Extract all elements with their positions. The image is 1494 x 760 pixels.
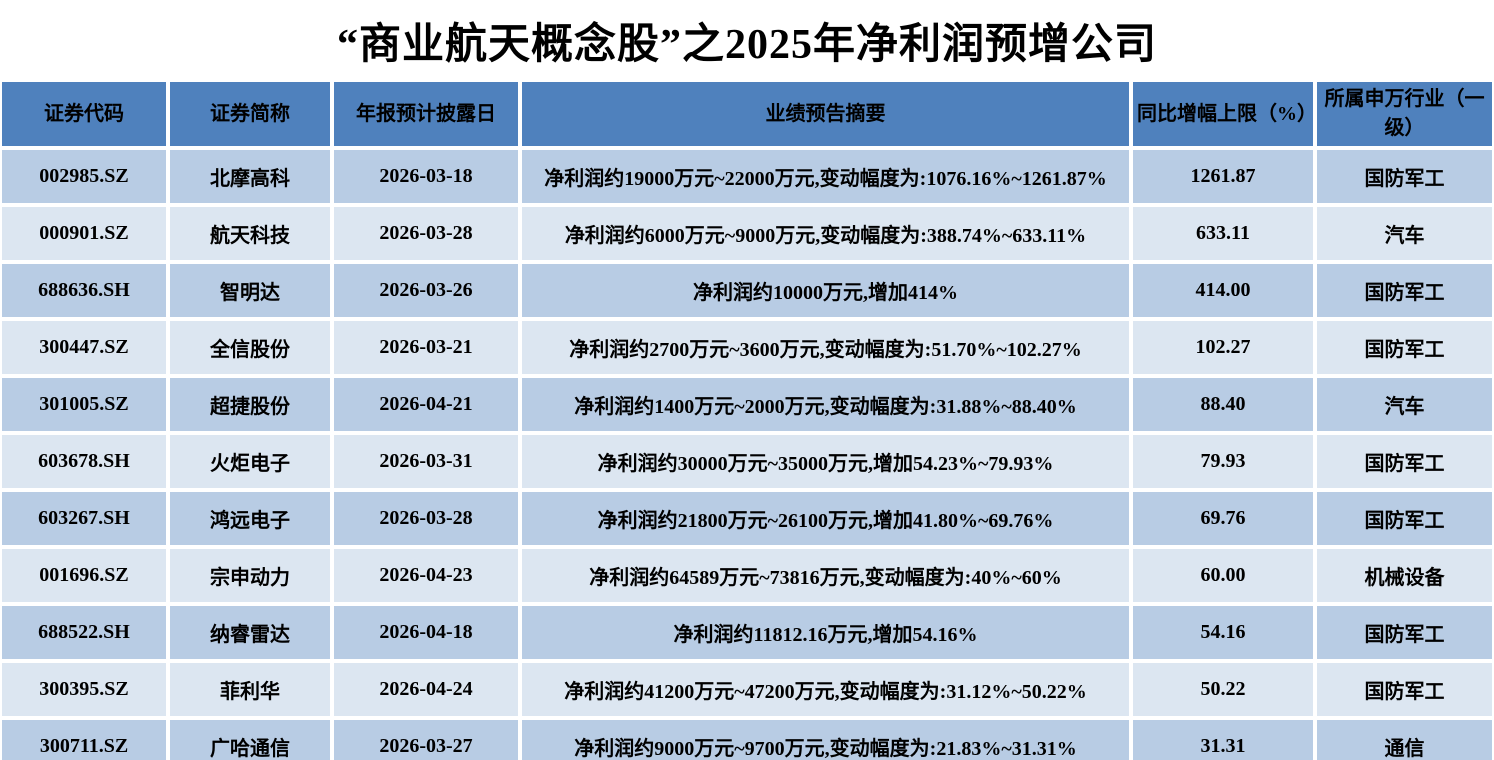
cell-code: 300447.SZ: [0, 319, 168, 376]
cell-industry: 国防军工: [1315, 490, 1494, 547]
cell-industry: 国防军工: [1315, 319, 1494, 376]
col-header-name: 证券简称: [168, 80, 332, 148]
cell-disclosure-date: 2026-03-27: [332, 718, 520, 760]
cell-forecast-summary: 净利润约1400万元~2000万元,变动幅度为:31.88%~88.40%: [520, 376, 1131, 433]
cell-yoy-upper-limit: 102.27: [1131, 319, 1315, 376]
cell-name: 全信股份: [168, 319, 332, 376]
cell-name: 宗申动力: [168, 547, 332, 604]
col-header-yoy-upper-limit: 同比增幅上限（%）: [1131, 80, 1315, 148]
stocks-table: 证券代码 证券简称 年报预计披露日 业绩预告摘要 同比增幅上限（%） 所属申万行…: [0, 80, 1494, 760]
cell-yoy-upper-limit: 1261.87: [1131, 148, 1315, 205]
table-row: 300395.SZ 菲利华 2026-04-24 净利润约41200万元~47200万…: [0, 661, 1494, 718]
cell-industry: 国防军工: [1315, 604, 1494, 661]
cell-industry: 汽车: [1315, 376, 1494, 433]
cell-code: 002985.SZ: [0, 148, 168, 205]
cell-name: 纳睿雷达: [168, 604, 332, 661]
table-row: 603678.SH 火炬电子 2026-03-31 净利润约30000万元~35000…: [0, 433, 1494, 490]
cell-industry: 通信: [1315, 718, 1494, 760]
table-body: 002985.SZ 北摩高科 2026-03-18 净利润约19000万元~22000…: [0, 148, 1494, 760]
cell-code: 000901.SZ: [0, 205, 168, 262]
cell-yoy-upper-limit: 69.76: [1131, 490, 1315, 547]
cell-yoy-upper-limit: 60.00: [1131, 547, 1315, 604]
col-header-industry: 所属申万行业（一级）: [1315, 80, 1494, 148]
col-header-forecast-summary: 业绩预告摘要: [520, 80, 1131, 148]
cell-yoy-upper-limit: 88.40: [1131, 376, 1315, 433]
cell-disclosure-date: 2026-03-26: [332, 262, 520, 319]
cell-disclosure-date: 2026-03-21: [332, 319, 520, 376]
cell-code: 300395.SZ: [0, 661, 168, 718]
table-row: 002985.SZ 北摩高科 2026-03-18 净利润约19000万元~22000…: [0, 148, 1494, 205]
cell-forecast-summary: 净利润约2700万元~3600万元,变动幅度为:51.70%~102.27%: [520, 319, 1131, 376]
table-row: 688522.SH 纳睿雷达 2026-04-18 净利润约11812.16万元,增加…: [0, 604, 1494, 661]
cell-code: 001696.SZ: [0, 547, 168, 604]
cell-name: 航天科技: [168, 205, 332, 262]
cell-name: 广哈通信: [168, 718, 332, 760]
cell-yoy-upper-limit: 633.11: [1131, 205, 1315, 262]
cell-code: 301005.SZ: [0, 376, 168, 433]
cell-forecast-summary: 净利润约21800万元~26100万元,增加41.80%~69.76%: [520, 490, 1131, 547]
cell-disclosure-date: 2026-03-28: [332, 490, 520, 547]
cell-yoy-upper-limit: 50.22: [1131, 661, 1315, 718]
cell-industry: 机械设备: [1315, 547, 1494, 604]
cell-code: 688636.SH: [0, 262, 168, 319]
cell-name: 鸿远电子: [168, 490, 332, 547]
cell-disclosure-date: 2026-03-31: [332, 433, 520, 490]
col-header-code: 证券代码: [0, 80, 168, 148]
cell-name: 菲利华: [168, 661, 332, 718]
table-row: 001696.SZ 宗申动力 2026-04-23 净利润约64589万元~73816…: [0, 547, 1494, 604]
cell-code: 603267.SH: [0, 490, 168, 547]
table-row: 688636.SH 智明达 2026-03-26 净利润约10000万元,增加414%…: [0, 262, 1494, 319]
table-row: 603267.SH 鸿远电子 2026-03-28 净利润约21800万元~26100…: [0, 490, 1494, 547]
cell-industry: 国防军工: [1315, 433, 1494, 490]
cell-industry: 国防军工: [1315, 148, 1494, 205]
cell-name: 超捷股份: [168, 376, 332, 433]
cell-forecast-summary: 净利润约19000万元~22000万元,变动幅度为:1076.16%~1261.…: [520, 148, 1131, 205]
page-title: “商业航天概念股”之2025年净利润预增公司: [336, 21, 1157, 68]
cell-disclosure-date: 2026-03-18: [332, 148, 520, 205]
cell-forecast-summary: 净利润约6000万元~9000万元,变动幅度为:388.74%~633.11%: [520, 205, 1131, 262]
cell-code: 300711.SZ: [0, 718, 168, 760]
cell-code: 688522.SH: [0, 604, 168, 661]
cell-yoy-upper-limit: 54.16: [1131, 604, 1315, 661]
cell-name: 智明达: [168, 262, 332, 319]
cell-forecast-summary: 净利润约41200万元~47200万元,变动幅度为:31.12%~50.22%: [520, 661, 1131, 718]
cell-name: 北摩高科: [168, 148, 332, 205]
cell-code: 603678.SH: [0, 433, 168, 490]
cell-forecast-summary: 净利润约64589万元~73816万元,变动幅度为:40%~60%: [520, 547, 1131, 604]
cell-yoy-upper-limit: 79.93: [1131, 433, 1315, 490]
cell-industry: 国防军工: [1315, 262, 1494, 319]
table-row: 300447.SZ 全信股份 2026-03-21 净利润约2700万元~3600万元…: [0, 319, 1494, 376]
cell-forecast-summary: 净利润约10000万元,增加414%: [520, 262, 1131, 319]
cell-yoy-upper-limit: 414.00: [1131, 262, 1315, 319]
table-row: 301005.SZ 超捷股份 2026-04-21 净利润约1400万元~2000万元…: [0, 376, 1494, 433]
cell-industry: 汽车: [1315, 205, 1494, 262]
col-header-disclosure-date: 年报预计披露日: [332, 80, 520, 148]
cell-disclosure-date: 2026-04-23: [332, 547, 520, 604]
cell-forecast-summary: 净利润约11812.16万元,增加54.16%: [520, 604, 1131, 661]
cell-industry: 国防军工: [1315, 661, 1494, 718]
cell-disclosure-date: 2026-04-18: [332, 604, 520, 661]
table-row: 000901.SZ 航天科技 2026-03-28 净利润约6000万元~9000万元…: [0, 205, 1494, 262]
cell-disclosure-date: 2026-04-21: [332, 376, 520, 433]
cell-forecast-summary: 净利润约9000万元~9700万元,变动幅度为:21.83%~31.31%: [520, 718, 1131, 760]
cell-disclosure-date: 2026-03-28: [332, 205, 520, 262]
cell-name: 火炬电子: [168, 433, 332, 490]
cell-disclosure-date: 2026-04-24: [332, 661, 520, 718]
cell-forecast-summary: 净利润约30000万元~35000万元,增加54.23%~79.93%: [520, 433, 1131, 490]
table-header: 证券代码 证券简称 年报预计披露日 业绩预告摘要 同比增幅上限（%） 所属申万行…: [0, 80, 1494, 148]
cell-yoy-upper-limit: 31.31: [1131, 718, 1315, 760]
header-row: 证券代码 证券简称 年报预计披露日 业绩预告摘要 同比增幅上限（%） 所属申万行…: [0, 80, 1494, 148]
table-row: 300711.SZ 广哈通信 2026-03-27 净利润约9000万元~9700万元…: [0, 718, 1494, 760]
